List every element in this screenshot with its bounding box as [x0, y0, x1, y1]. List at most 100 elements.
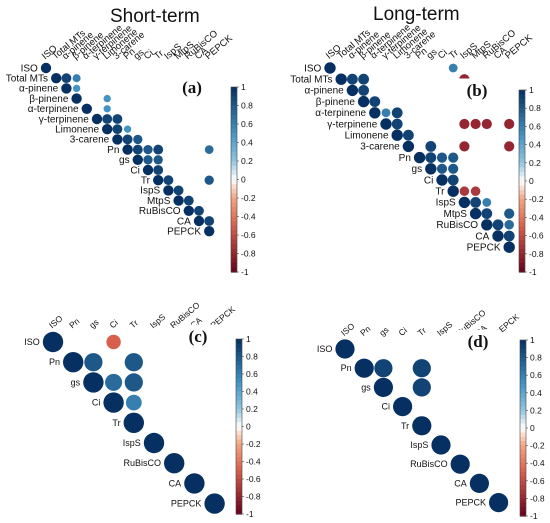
panel-label: (c): [189, 327, 208, 346]
colorbar-segment: [231, 137, 237, 144]
row-label-gs: gs: [412, 164, 423, 175]
colorbar-segment: [236, 452, 242, 458]
corr-circle-ci-tr: [153, 165, 164, 175]
row-label-pn: Pn: [107, 145, 119, 156]
colorbar-tick-label: 0.6: [246, 369, 258, 379]
row-label-ci: Ci: [92, 398, 101, 408]
colorbar-segment: [520, 511, 526, 517]
row-label-total-mts: Total MTs: [290, 75, 332, 86]
colorbar-segment: [520, 366, 526, 372]
colorbar-segment: [519, 121, 525, 127]
corr-circle-ci-tr: [125, 394, 142, 411]
col-label-iso: ISO: [339, 321, 357, 338]
colorbar-tick-label: -0.4: [246, 457, 261, 467]
corr-circle-limonene-limonene: [391, 129, 403, 141]
corr-circle-pinene-pinene: [61, 83, 72, 94]
corr-circle-3-carene-gs: [133, 134, 143, 145]
corr-circle-gs-ci: [436, 163, 448, 174]
corr-circle-gs-ci: [105, 373, 123, 391]
corr-circle-tr-tr: [153, 175, 164, 186]
corr-circle-pn-pepck: [204, 145, 214, 154]
colorbar-segment: [231, 262, 237, 268]
colorbar-segment: [236, 444, 242, 449]
colorbar-segment: [520, 353, 526, 359]
row-label-ci: Ci: [130, 165, 139, 176]
colorbar-tick-label: -1: [246, 509, 254, 519]
corr-circle-isps-mtps: [470, 196, 482, 208]
row-label-rubisco: RuBisCO: [410, 459, 448, 469]
row-label-ci: Ci: [424, 175, 433, 186]
colorbar-segment: [519, 162, 525, 168]
colorbar-segment: [231, 211, 237, 218]
colorbar-segment: [231, 202, 237, 208]
colorbar-tick-label: -0.4: [530, 458, 545, 468]
colorbar-tick-label: 0.2: [530, 405, 542, 415]
colorbar-segment: [519, 199, 525, 205]
row-label-iso: ISO: [24, 337, 40, 347]
corr-circle-pn-pn: [62, 352, 84, 373]
colorbar-segment: [231, 124, 237, 130]
row-label-pepck: PEPCK: [467, 243, 501, 254]
colorbar-tick-label: 0.2: [241, 156, 253, 166]
col-label-tr: Tr: [416, 325, 428, 338]
corr-circle-gs-tr: [448, 163, 459, 174]
colorbar-tick-label: -0.8: [529, 249, 544, 259]
col-label-ci: Ci: [396, 325, 409, 338]
colorbar-segment: [231, 230, 237, 236]
colorbar-tick-label: -0.8: [246, 492, 261, 502]
colorbar-segment: [231, 216, 237, 222]
colorbar-segment: [231, 198, 237, 204]
corr-circle-ca-ca: [469, 473, 489, 493]
corr-circle-3-carene-3-carene: [402, 140, 415, 153]
corr-circle-tr-tr: [412, 416, 432, 436]
row-label-pinene: α-pinene: [305, 86, 345, 97]
row-label-terpinene: γ-terpinene: [327, 119, 377, 130]
corr-circle-ci-ci: [436, 174, 448, 186]
colorbar-segment: [231, 105, 237, 111]
corr-circle-tr-tr: [123, 412, 144, 433]
colorbar-segment: [236, 500, 242, 506]
colorbar-segment: [519, 208, 525, 214]
colorbar-tick-label: 0.8: [529, 103, 541, 113]
corr-circle-terpinene-limonene: [391, 118, 403, 130]
colorbar-segment: [231, 142, 237, 148]
corr-circle-limonene-3-carene: [112, 124, 123, 135]
corr-circle-total-mts-pinene: [358, 73, 370, 85]
colorbar-segment: [520, 397, 526, 403]
row-label-gs: gs: [119, 155, 130, 166]
colorbar-segment: [519, 171, 525, 178]
row-label-gs: gs: [71, 377, 81, 387]
colorbar-tick-label: -0.2: [530, 441, 545, 451]
corr-circle-3-carene-pn: [122, 134, 133, 145]
colorbar-segment: [231, 119, 237, 125]
colorbar-segment: [520, 494, 526, 499]
colorbar-segment: [231, 174, 237, 181]
colorbar-segment: [236, 369, 242, 375]
col-label-ci: Ci: [107, 317, 120, 330]
colorbar-segment: [520, 414, 526, 420]
colorbar-segment: [236, 461, 242, 467]
colorbar-tick-label: -1: [530, 511, 538, 521]
corr-circle-pinene-pinene: [357, 95, 370, 108]
corr-circle-gs-gs: [425, 163, 437, 175]
colorbar-tick-label: -0.4: [529, 212, 544, 222]
colorbar-segment: [236, 404, 242, 410]
row-label-mtps: MtpS: [444, 209, 468, 220]
colorbar-segment: [519, 226, 525, 232]
colorbar-segment: [236, 409, 242, 414]
corr-circle-gs-gs: [373, 377, 393, 397]
panel-label: (d): [468, 332, 489, 351]
colorbar-segment: [520, 401, 526, 407]
corr-circle-terpinene-terpinene: [380, 118, 392, 130]
corr-circle-pn-gs: [84, 353, 103, 372]
corr-circle-rubisco-ca: [194, 205, 204, 216]
colorbar-segment: [519, 176, 525, 182]
colorbar-segment: [519, 140, 525, 146]
colorbar-segment: [231, 207, 237, 213]
corr-circle-isps-isps: [431, 435, 451, 455]
colorbar-segment: [236, 470, 242, 476]
colorbar-segment: [236, 417, 242, 423]
colorbar-segment: [231, 193, 237, 199]
colorbar-tick-label: -0.6: [241, 230, 256, 240]
